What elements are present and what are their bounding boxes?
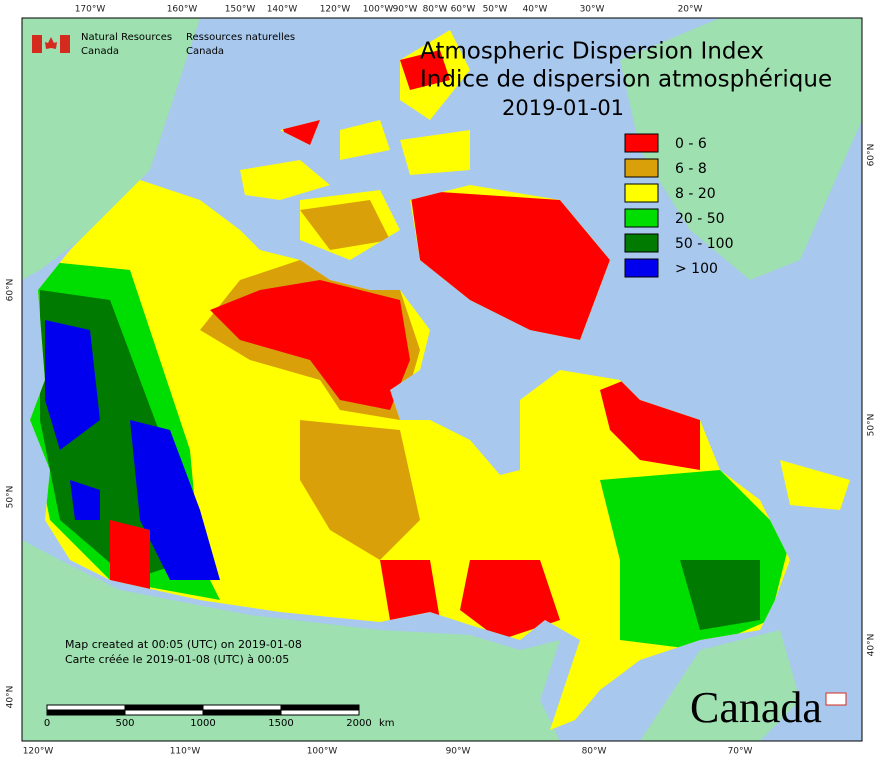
scale-segment — [280, 704, 360, 711]
legend-label: 0 - 6 — [675, 136, 707, 152]
legend-swatch — [624, 158, 659, 178]
wordmark: Canada — [690, 683, 822, 732]
lon-label: 170°W — [75, 5, 106, 15]
frame — [21, 17, 863, 742]
scale-label: 1000 — [190, 718, 215, 729]
lat-label: 40°N — [867, 634, 877, 657]
lat-label: 50°N — [867, 414, 877, 437]
header: Natural Resources Canada Ressources natu… — [32, 32, 295, 57]
flag-bar — [32, 35, 42, 53]
flag-bar — [60, 35, 70, 53]
agency-en: Natural Resources — [81, 32, 172, 43]
lon-label: 140°W — [267, 5, 298, 15]
footer-line: Carte créée le 2019-01-08 (UTC) à 00:05 — [65, 653, 289, 666]
legend-label: 8 - 20 — [675, 186, 716, 202]
legend-label: 50 - 100 — [675, 236, 734, 252]
lat-label: 60°N — [867, 144, 877, 167]
legend-swatch — [624, 258, 659, 278]
lon-label: 160°W — [167, 5, 198, 15]
flag-leaf — [45, 37, 57, 49]
lon-label: 20°W — [678, 5, 703, 15]
scale-label: 1500 — [268, 718, 293, 729]
lon-label: 120°W — [320, 5, 351, 15]
agency-fr: Canada — [186, 46, 224, 57]
lon-label: 90°W — [393, 5, 418, 15]
scale-segment — [124, 709, 204, 716]
lon-label: 80°W — [423, 5, 448, 15]
legend-swatch — [624, 183, 659, 203]
scale-segment — [280, 709, 360, 716]
scale-bar: 0 500 1000 1500 2000 km — [44, 704, 395, 729]
lon-label: 50°W — [483, 5, 508, 15]
agency-en: Canada — [81, 46, 119, 57]
legend-label: 6 - 8 — [675, 161, 707, 177]
scale-segment — [124, 704, 204, 711]
other-land — [22, 18, 862, 741]
lon-label: 150°W — [225, 5, 256, 15]
lon-label: 100°W — [363, 5, 394, 15]
lon-label: 30°W — [580, 5, 605, 15]
lat-label: 60°N — [6, 279, 16, 302]
scale-unit: km — [379, 718, 395, 729]
scale-segment — [46, 709, 126, 716]
lon-label: 90°W — [446, 747, 471, 757]
legend: 0 - 6 6 - 8 8 - 20 20 - 50 50 - 100 > 100 — [624, 133, 734, 278]
legend-label: > 100 — [675, 261, 718, 277]
lon-label: 100°W — [307, 747, 338, 757]
legend-swatch — [624, 133, 659, 153]
lon-label: 80°W — [582, 747, 607, 757]
scale-segment — [202, 704, 282, 711]
agency-fr: Ressources naturelles — [186, 32, 295, 43]
lon-label: 60°W — [451, 5, 476, 15]
lon-label: 110°W — [170, 747, 201, 757]
graticule: 170°W 160°W 150°W 140°W 120°W 100°W 90°W 80°W 60… — [6, 5, 877, 757]
footer-line: Map created at 00:05 (UTC) on 2019-01-08 — [65, 638, 302, 651]
title-fr: Indice de dispersion atmosphérique — [420, 67, 832, 93]
legend-swatch — [624, 208, 659, 228]
scale-label: 2000 — [346, 718, 371, 729]
scale-label: 500 — [115, 718, 134, 729]
lon-label: 70°W — [728, 747, 753, 757]
lon-label: 120°W — [23, 747, 54, 757]
title-en: Atmospheric Dispersion Index — [420, 39, 764, 65]
scale-label: 0 — [44, 718, 50, 729]
legend-swatch — [624, 233, 659, 253]
lon-label: 40°W — [523, 5, 548, 15]
wordmark-flag — [825, 692, 847, 706]
scale-segment — [202, 709, 282, 716]
legend-label: 20 - 50 — [675, 211, 725, 227]
lat-label: 50°N — [6, 486, 16, 509]
lat-label: 40°N — [6, 686, 16, 709]
scale-segment — [46, 704, 126, 711]
map-date: 2019-01-01 — [502, 96, 624, 120]
